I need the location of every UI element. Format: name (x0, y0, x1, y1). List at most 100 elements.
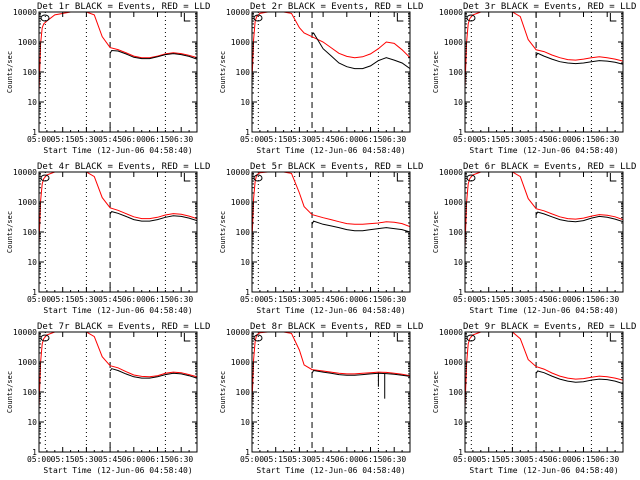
y-tick-label: 1000 (444, 38, 463, 47)
y-tick-label: 10000 (226, 8, 250, 17)
plot-data (39, 172, 197, 244)
series-line-lld (252, 12, 410, 82)
x-tick-label: 05:15 (51, 455, 75, 464)
plot-frame (464, 171, 624, 293)
x-axis-label: Start Time (12-Jun-06 04:58:40) (43, 466, 192, 475)
flag-marker (183, 13, 191, 22)
x-tick-label: 05:45 (311, 455, 335, 464)
plot-data (39, 12, 197, 94)
x-tick-label: 05:15 (477, 135, 501, 144)
y-tick-label: 100 (236, 388, 251, 397)
flag-marker (609, 173, 617, 182)
x-axis-label: Start Time (12-Jun-06 04:58:40) (256, 306, 405, 315)
x-tick-label: 05:15 (264, 135, 288, 144)
chart-6: Det 6r BLACK = Events, RED = LLD 1 10 100 10… (432, 162, 636, 315)
plot-data (465, 332, 623, 408)
y-tick-label: 1 (245, 288, 250, 297)
x-tick-label: 06:00 (548, 295, 572, 304)
x-tick-label: 05:45 (311, 295, 335, 304)
x-tick-label: 06:15 (571, 135, 595, 144)
x-tick-label: 05:15 (51, 295, 75, 304)
series-line-lld (252, 172, 410, 242)
y-tick-label: 100 (23, 228, 38, 237)
y-axis-label: Counts/sec (219, 371, 227, 413)
series-line-events (535, 211, 623, 223)
y-tick-label: 1000 (18, 358, 37, 367)
plot-frame (251, 171, 411, 293)
start-marker (253, 14, 263, 22)
chart-7: Det 7r BLACK = Events, RED = LLD 1 10 100 10… (6, 322, 210, 475)
series-line-lld (252, 332, 410, 404)
y-tick-label: 1000 (18, 38, 37, 47)
plot-data (252, 172, 410, 242)
series-line-events (109, 49, 197, 60)
series-line-events (109, 368, 197, 379)
x-axis-label: Start Time (12-Jun-06 04:58:40) (469, 306, 618, 315)
x-tick-label: 06:00 (548, 455, 572, 464)
x-tick-label: 05:30 (500, 135, 524, 144)
y-tick-label: 100 (23, 388, 38, 397)
x-tick-label: 06:00 (335, 455, 359, 464)
plot-data (39, 332, 197, 408)
x-axis-label: Start Time (12-Jun-06 04:58:40) (469, 466, 618, 475)
y-tick-label: 1 (458, 128, 463, 137)
plot-data (465, 172, 623, 248)
x-tick-label: 06:30 (382, 135, 406, 144)
x-tick-label: 05:30 (74, 455, 98, 464)
y-axis-label: Counts/sec (6, 211, 14, 253)
x-tick-label: 05:30 (287, 135, 311, 144)
x-tick-label: 05:15 (51, 135, 75, 144)
x-tick-label: 05:00 (27, 295, 51, 304)
x-tick-label: 06:15 (571, 455, 595, 464)
plot-frame (251, 11, 411, 133)
plot-data (252, 12, 410, 82)
series-line-lld (39, 12, 197, 94)
plot-data (465, 12, 623, 88)
flag-marker (183, 333, 191, 342)
chart-1: Det 1r BLACK = Events, RED = LLD 1 10 100 10… (6, 2, 210, 155)
chart-title: Det 2r BLACK = Events, RED = LLD (250, 2, 423, 12)
y-tick-label: 10 (240, 258, 250, 267)
plot-frame (251, 331, 411, 453)
start-marker (40, 14, 50, 22)
x-tick-label: 06:00 (548, 135, 572, 144)
series-line-lld (465, 12, 623, 88)
y-tick-label: 10 (27, 258, 37, 267)
chart-title: Det 4r BLACK = Events, RED = LLD (37, 162, 210, 172)
x-tick-label: 05:45 (311, 135, 335, 144)
plot-frame (38, 11, 198, 133)
x-tick-label: 05:30 (287, 295, 311, 304)
y-tick-label: 100 (449, 228, 464, 237)
y-tick-label: 10 (453, 98, 463, 107)
chart-8: Det 8r BLACK = Events, RED = LLD 1 10 100 10… (219, 322, 423, 475)
series-line-events (311, 369, 410, 377)
x-tick-label: 06:00 (335, 295, 359, 304)
plot-frame (38, 331, 198, 453)
chart-2: Det 2r BLACK = Events, RED = LLD 1 10 100 10… (219, 2, 423, 155)
x-tick-label: 06:00 (122, 295, 146, 304)
y-tick-label: 10 (27, 418, 37, 427)
y-tick-label: 1 (458, 448, 463, 457)
x-tick-label: 06:30 (595, 295, 619, 304)
x-tick-label: 05:15 (264, 455, 288, 464)
x-tick-label: 05:00 (27, 455, 51, 464)
chart-3: Det 3r BLACK = Events, RED = LLD 1 10 100 10… (432, 2, 636, 155)
x-tick-label: 06:30 (169, 295, 193, 304)
chart-9: Det 9r BLACK = Events, RED = LLD 1 10 100 10… (432, 322, 636, 475)
y-tick-label: 1 (32, 448, 37, 457)
y-tick-label: 10 (240, 418, 250, 427)
y-tick-label: 100 (449, 68, 464, 77)
y-tick-label: 100 (236, 228, 251, 237)
y-tick-label: 10000 (13, 168, 37, 177)
chart-title: Det 7r BLACK = Events, RED = LLD (37, 322, 210, 332)
chart-title: Det 9r BLACK = Events, RED = LLD (463, 322, 636, 332)
y-tick-label: 1000 (231, 358, 250, 367)
y-tick-label: 10000 (439, 168, 463, 177)
x-tick-label: 06:30 (595, 455, 619, 464)
x-tick-label: 05:45 (524, 135, 548, 144)
y-tick-label: 10000 (13, 328, 37, 337)
chart-5: Det 5r BLACK = Events, RED = LLD 1 10 100 10… (219, 162, 423, 315)
x-axis-label: Start Time (12-Jun-06 04:58:40) (43, 146, 192, 155)
y-tick-label: 1000 (231, 38, 250, 47)
x-tick-label: 06:00 (122, 135, 146, 144)
